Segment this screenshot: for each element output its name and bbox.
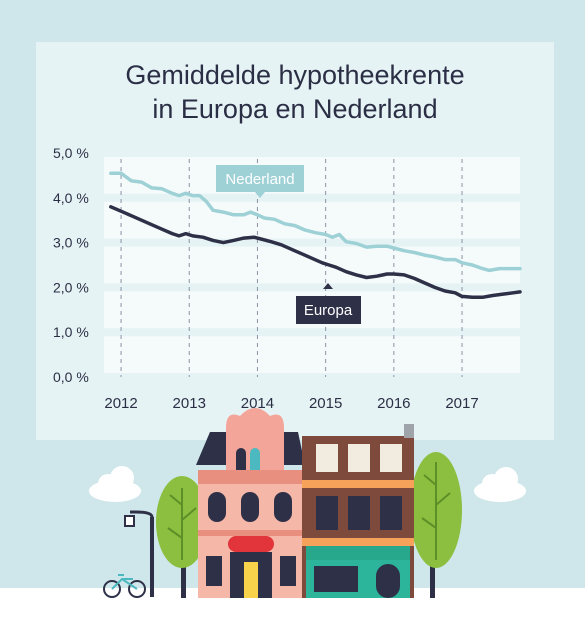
label-pointer-nederland — [255, 192, 265, 198]
x-tick-label: 2015 — [309, 395, 342, 412]
y-tick-label: 3,0 % — [53, 235, 89, 251]
x-tick-label: 2016 — [377, 395, 410, 412]
tree-left-icon — [156, 476, 208, 598]
chart-title-line-1: Gemiddelde hypotheekrente — [125, 60, 465, 90]
label-box-europa — [296, 296, 361, 324]
street-lamp-icon — [124, 510, 154, 597]
y-tick-label: 0,0 % — [53, 369, 89, 385]
y-tick-label: 1,0 % — [53, 324, 89, 340]
pink-house-icon — [196, 408, 305, 598]
grid-band — [104, 336, 520, 373]
series-label-nederland: Nederland — [225, 171, 294, 188]
x-tick-label: 2012 — [104, 395, 137, 412]
grid-band — [104, 246, 520, 284]
cloud-right-icon — [474, 467, 526, 502]
series-line-europa — [109, 205, 522, 300]
tree-right-icon — [410, 452, 462, 598]
label-box-nederland — [216, 165, 304, 192]
label-pointer-europa — [323, 283, 333, 289]
chart-panel — [36, 42, 554, 440]
x-tick-label: 2017 — [445, 395, 478, 412]
series-label-europa: Europa — [304, 302, 353, 319]
chart-title-line-2: in Europa en Nederland — [152, 94, 438, 124]
y-tick-label: 2,0 % — [53, 279, 89, 295]
bicycle-icon — [103, 574, 146, 598]
chart-title: Gemiddelde hypotheekrente in Europa en N… — [36, 58, 554, 126]
grid-band — [104, 157, 520, 194]
y-tick-label: 4,0 % — [53, 190, 89, 206]
series-line-nederland — [109, 171, 522, 273]
cloud-left-icon — [89, 466, 141, 502]
x-tick-label: 2013 — [173, 395, 206, 412]
x-tick-label: 2014 — [241, 395, 274, 412]
brown-house-icon — [302, 424, 414, 598]
y-tick-label: 5,0 % — [53, 145, 89, 161]
